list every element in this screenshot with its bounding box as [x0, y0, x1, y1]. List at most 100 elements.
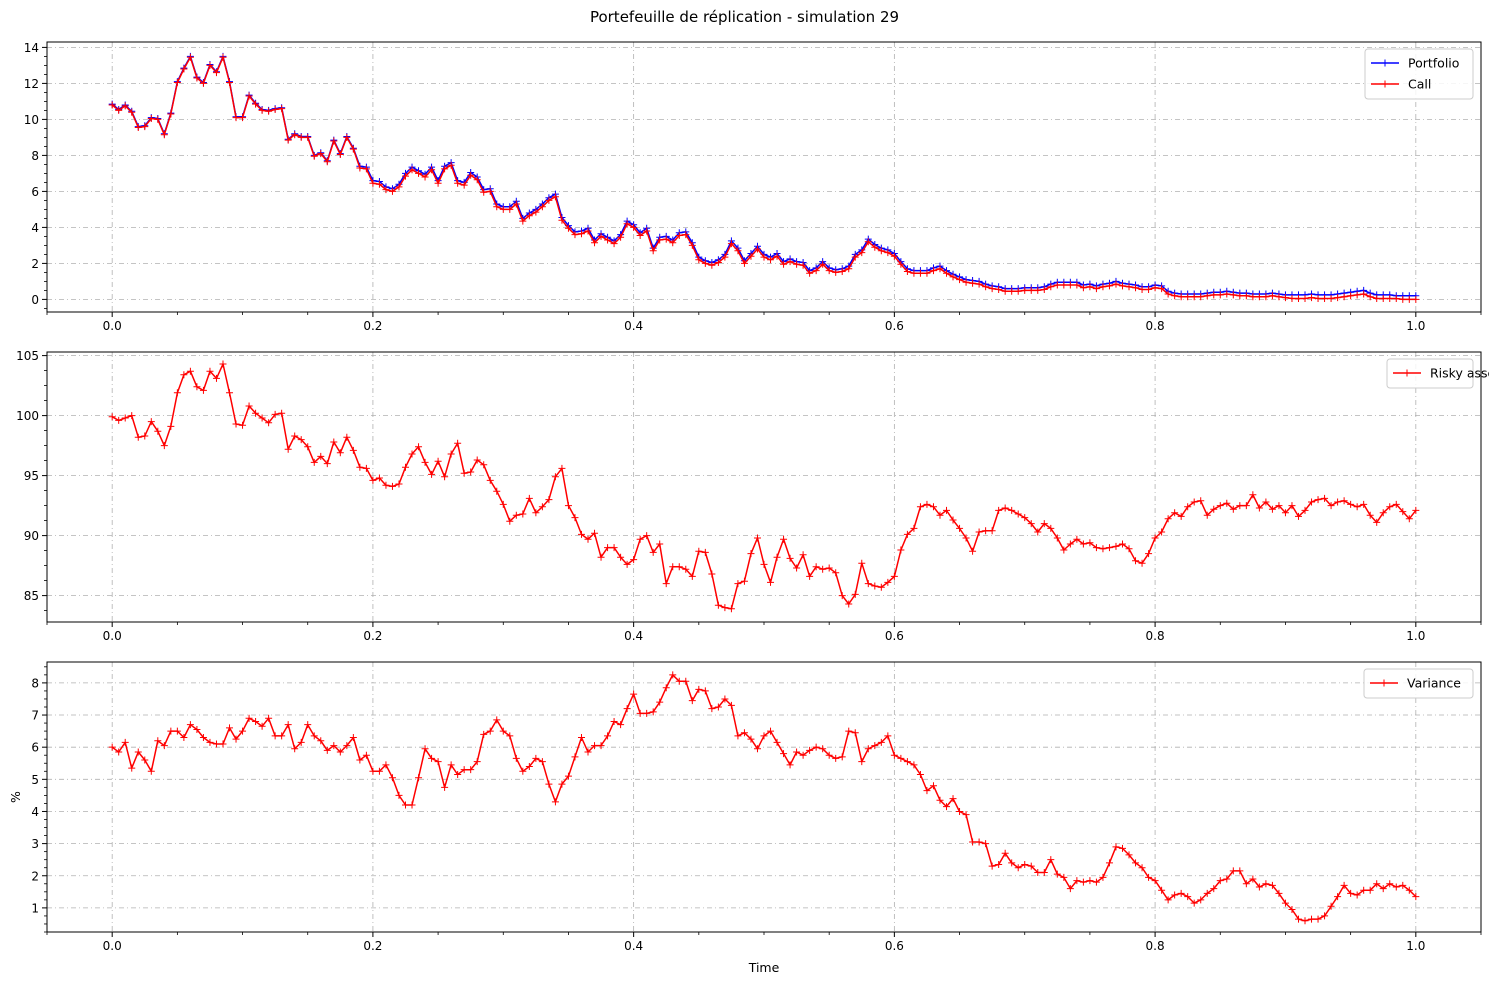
data-point	[1138, 286, 1146, 293]
data-point	[519, 767, 527, 775]
data-point	[1092, 544, 1100, 552]
data-point	[1268, 505, 1276, 513]
data-point	[727, 605, 735, 613]
data-point	[584, 227, 592, 235]
x-tick-label: 0.4	[624, 939, 643, 953]
data-point	[532, 509, 540, 517]
data-point	[688, 241, 696, 249]
data-point	[806, 746, 814, 754]
data-point	[147, 115, 155, 122]
data-point	[767, 256, 775, 264]
data-point	[851, 253, 859, 261]
data-point	[936, 796, 944, 804]
data-point	[1190, 293, 1198, 301]
data-point	[656, 698, 664, 706]
legend-box	[1363, 668, 1474, 699]
data-point	[1268, 292, 1276, 300]
data-point	[506, 732, 514, 740]
data-point	[630, 223, 638, 231]
data-point	[1347, 889, 1355, 897]
data-point	[877, 738, 885, 746]
data-point	[623, 220, 631, 228]
data-point	[949, 516, 957, 524]
data-point	[538, 203, 546, 211]
data-point	[362, 165, 370, 173]
data-point	[656, 540, 664, 548]
series-portfolio	[108, 52, 1420, 300]
data-point	[252, 100, 260, 108]
data-point	[877, 583, 885, 591]
data-point	[688, 572, 696, 580]
data-point	[1386, 503, 1394, 511]
data-point	[1203, 511, 1211, 519]
data-point	[1014, 864, 1022, 872]
data-point	[115, 748, 123, 756]
data-point	[969, 279, 977, 287]
data-point	[1301, 295, 1309, 302]
legend-label: Call	[1408, 77, 1431, 92]
x-tick-label: 0.0	[103, 319, 122, 333]
data-point	[1053, 281, 1061, 289]
data-point	[532, 754, 540, 762]
data-point	[1334, 498, 1342, 506]
y-axis-label: %	[8, 791, 23, 803]
data-point	[323, 460, 331, 468]
data-point	[467, 766, 475, 774]
x-tick-label: 0.4	[624, 629, 643, 643]
data-point	[786, 761, 794, 769]
data-point	[701, 548, 709, 556]
data-point	[382, 481, 390, 489]
data-point	[421, 458, 429, 466]
data-point	[662, 235, 670, 243]
data-point	[147, 767, 155, 775]
y-tick-label: 4	[31, 221, 39, 235]
data-point	[434, 758, 442, 766]
data-point	[832, 754, 840, 762]
data-point	[1236, 502, 1244, 510]
data-point	[669, 563, 677, 571]
data-point	[1288, 295, 1296, 302]
data-point	[838, 753, 846, 761]
data-point	[460, 469, 468, 477]
data-point	[278, 105, 286, 113]
data-point	[747, 252, 755, 260]
data-point	[714, 601, 722, 609]
data-point	[610, 717, 618, 725]
y-tick-label: 3	[31, 837, 39, 851]
data-point	[1360, 886, 1368, 894]
data-point	[545, 496, 553, 504]
legend-box	[1364, 48, 1474, 100]
data-point	[525, 762, 533, 770]
legend-marker	[1403, 369, 1411, 377]
data-point	[1340, 293, 1348, 301]
y-tick-label: 85	[24, 589, 39, 603]
data-point	[617, 721, 625, 729]
data-point	[793, 748, 801, 756]
data-point	[1255, 293, 1263, 301]
data-point	[265, 419, 273, 427]
y-tick-label: 95	[24, 469, 39, 483]
variance-panel: 0.0 0.2 0.4 0.6 0.8 1.0 1 2 3 4 5 6 7 8 Variance Time%	[8, 661, 1482, 975]
x-tick-label: 0.6	[885, 319, 904, 333]
data-point	[330, 137, 338, 145]
data-point	[323, 158, 331, 166]
data-point	[134, 124, 142, 131]
data-point	[747, 550, 755, 558]
data-point	[806, 572, 814, 580]
data-point	[473, 758, 481, 766]
data-point	[753, 534, 761, 542]
data-point	[1321, 295, 1329, 302]
y-tick-label: 8	[31, 676, 39, 690]
data-point	[167, 110, 175, 118]
data-point	[1340, 497, 1348, 505]
data-point	[173, 79, 181, 86]
data-point	[988, 285, 996, 293]
data-point	[1145, 286, 1153, 293]
data-point	[1021, 286, 1029, 294]
data-point	[975, 528, 983, 536]
data-point	[304, 443, 312, 451]
data-point	[714, 259, 722, 266]
legend-marker	[1381, 80, 1389, 88]
data-point	[1105, 859, 1113, 867]
data-point	[421, 173, 429, 181]
